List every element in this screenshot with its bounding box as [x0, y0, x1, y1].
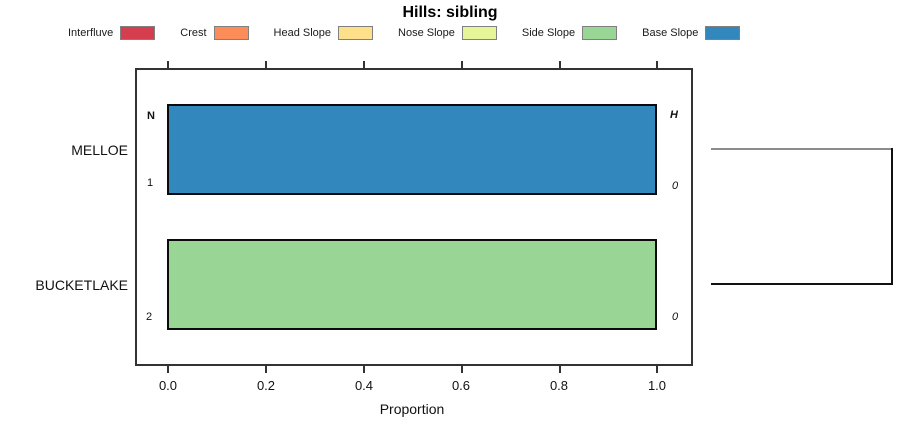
- h-value-melloe: 0: [671, 180, 679, 192]
- h-value-bucketlake: 0: [671, 311, 679, 323]
- top-axis-tick: [656, 61, 658, 68]
- sibling-link-melloe: [711, 148, 893, 150]
- top-axis-tick: [265, 61, 267, 68]
- legend-label: Interfluve: [68, 27, 114, 39]
- sibling-link-bucketlake: [711, 283, 893, 285]
- legend-label: Base Slope: [642, 27, 699, 39]
- top-axis-tick: [167, 61, 169, 68]
- legend-label: Side Slope: [521, 27, 576, 39]
- x-tick-label: 0.4: [354, 378, 374, 393]
- legend-swatch-base-slope: [705, 26, 741, 40]
- n-value-melloe: 1: [146, 177, 154, 189]
- legend-swatch-head-slope: [338, 26, 374, 40]
- chart-title: Hills: sibling: [402, 4, 498, 21]
- n-value-bucketlake: 2: [145, 311, 153, 323]
- legend-item-nose-slope: Nose Slope: [398, 26, 497, 40]
- x-axis-tick: [167, 366, 169, 373]
- legend-swatch-interfluve: [120, 26, 156, 40]
- bar-bucketlake-side-slope: [167, 239, 657, 330]
- y-tick-label-melloe: MELLOE: [71, 142, 128, 158]
- legend-item-interfluve: Interfluve: [68, 26, 156, 40]
- legend-swatch-side-slope: [582, 26, 618, 40]
- x-axis-tick: [363, 366, 365, 373]
- legend-item-head-slope: Head Slope: [274, 26, 374, 40]
- top-axis-tick: [461, 61, 463, 68]
- legend-label: Head Slope: [273, 27, 332, 39]
- legend-item-base-slope: Base Slope: [642, 26, 741, 40]
- x-axis-tick: [559, 366, 561, 373]
- legend-label: Crest: [180, 27, 207, 39]
- bar-melloe-base-slope: [167, 104, 657, 195]
- x-axis-tick: [461, 366, 463, 373]
- legend-swatch-nose-slope: [461, 26, 497, 40]
- x-tick-label: 1.0: [647, 378, 667, 393]
- legend-item-crest: Crest: [180, 26, 249, 40]
- legend-swatch-crest: [213, 26, 249, 40]
- legend-item-side-slope: Side Slope: [521, 26, 618, 40]
- x-axis-tick: [265, 366, 267, 373]
- n-column-header: N: [147, 110, 155, 122]
- x-axis-tick: [656, 366, 658, 373]
- top-axis-tick: [363, 61, 365, 68]
- x-tick-label: 0.6: [451, 378, 471, 393]
- y-tick-label-bucketlake: BUCKETLAKE: [35, 277, 128, 293]
- top-axis-tick: [559, 61, 561, 68]
- legend-label: Nose Slope: [398, 27, 455, 39]
- x-tick-label: 0.0: [158, 378, 178, 393]
- legend: Interfluve Crest Head Slope Nose Slope S…: [68, 25, 741, 41]
- x-tick-label: 0.8: [549, 378, 569, 393]
- x-axis-title: Proportion: [379, 401, 445, 417]
- x-tick-label: 0.2: [256, 378, 276, 393]
- sibling-link-join: [891, 148, 893, 285]
- h-column-header: H: [670, 109, 678, 121]
